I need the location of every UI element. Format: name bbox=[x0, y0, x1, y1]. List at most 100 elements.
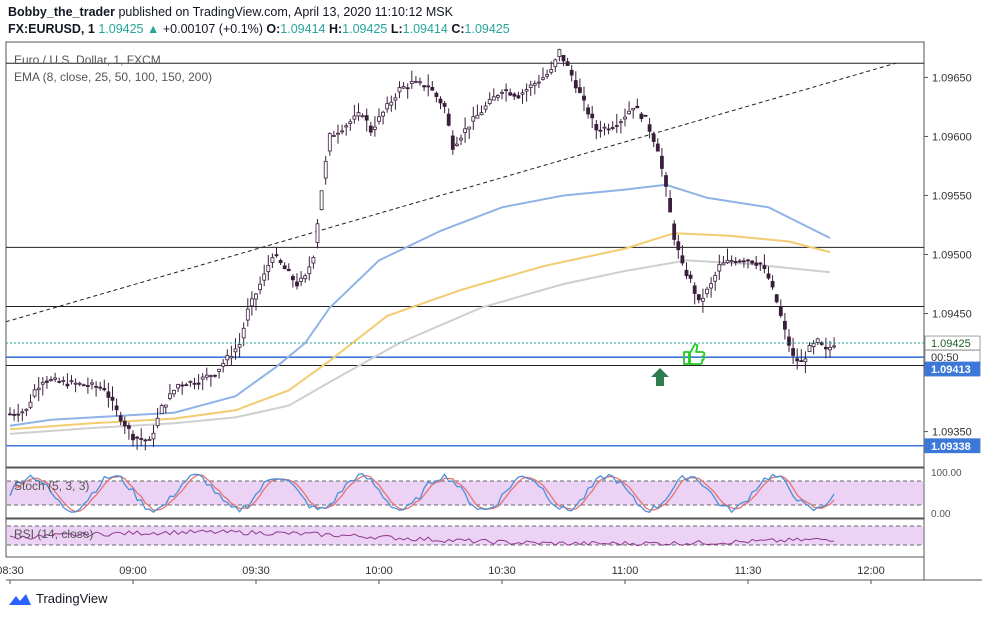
ema-legend[interactable]: EMA (8, close, 25, 50, 100, 150, 200) bbox=[14, 70, 212, 84]
candle-body bbox=[733, 261, 738, 263]
candle-body bbox=[582, 95, 586, 101]
candle-body bbox=[479, 112, 484, 116]
candle-body bbox=[118, 415, 123, 422]
candle-body bbox=[442, 103, 447, 107]
candle-body bbox=[249, 298, 254, 307]
close-value: 1.09425 bbox=[464, 22, 510, 36]
candle-body bbox=[16, 413, 21, 416]
candle-body bbox=[516, 95, 521, 99]
candle-body bbox=[651, 134, 656, 142]
ema-blue[interactable] bbox=[9, 183, 831, 427]
chart-title: Euro / U.S. Dollar, 1, FXCM bbox=[14, 53, 161, 67]
candle-body bbox=[610, 127, 615, 129]
candle-body bbox=[737, 260, 742, 263]
candle-body bbox=[729, 260, 734, 263]
candle-body bbox=[471, 116, 476, 122]
candle-body bbox=[393, 97, 398, 101]
candle-body bbox=[348, 121, 353, 124]
candle-body bbox=[713, 274, 718, 282]
candle-body bbox=[364, 115, 369, 121]
candle-body bbox=[545, 74, 549, 77]
stoch-d-line[interactable] bbox=[9, 474, 835, 513]
rsi-line[interactable] bbox=[9, 529, 835, 547]
candle-body bbox=[381, 111, 386, 117]
time-tick-label: 08:30 bbox=[0, 565, 24, 577]
candle-body bbox=[81, 384, 86, 387]
candle-body bbox=[331, 135, 336, 137]
candle-body bbox=[500, 91, 504, 94]
candle-body bbox=[742, 260, 746, 263]
candle-body bbox=[549, 69, 554, 73]
candle-body bbox=[167, 393, 172, 399]
candle-body bbox=[311, 257, 316, 264]
candle-body bbox=[676, 241, 681, 251]
candle-body bbox=[213, 374, 217, 377]
brand[interactable]: TradingView bbox=[8, 591, 108, 606]
candle-body bbox=[520, 92, 525, 95]
candle-body bbox=[762, 265, 767, 270]
last-price: 1.09425 bbox=[98, 22, 144, 36]
candle-body bbox=[8, 413, 12, 416]
candle-body bbox=[200, 376, 205, 380]
candle-body bbox=[163, 404, 168, 408]
candle-body bbox=[61, 380, 66, 382]
candle-body bbox=[204, 374, 209, 378]
candle-body bbox=[176, 384, 181, 389]
candle-body bbox=[409, 81, 414, 85]
rsi-legend[interactable]: RSI (14, close) bbox=[14, 527, 93, 541]
candle-body bbox=[77, 382, 82, 385]
time-tick-label: 11:00 bbox=[612, 565, 639, 577]
candle-body bbox=[94, 385, 98, 388]
candle-body bbox=[565, 61, 570, 66]
tradingview-logo-icon bbox=[9, 593, 31, 605]
candle-body bbox=[647, 124, 652, 132]
candle-body bbox=[758, 262, 763, 265]
stoch-legend[interactable]: Stoch (5, 3, 3) bbox=[14, 479, 89, 493]
price-label-blue: 1.09338 bbox=[924, 438, 981, 454]
candle-body bbox=[828, 346, 832, 351]
candle-body bbox=[553, 59, 558, 68]
candle-body bbox=[237, 344, 242, 348]
time-tick-label: 10:00 bbox=[365, 565, 393, 577]
candle-body bbox=[192, 382, 197, 385]
candle-body bbox=[454, 143, 459, 146]
ema-yellow[interactable] bbox=[9, 232, 831, 431]
candle-body bbox=[188, 380, 193, 383]
price-pane[interactable] bbox=[5, 41, 925, 468]
candle-body bbox=[459, 137, 463, 141]
candle-body bbox=[307, 266, 312, 275]
candle-body bbox=[832, 345, 836, 348]
candle-body bbox=[766, 273, 771, 279]
ema-gray[interactable] bbox=[9, 259, 831, 435]
candle-body bbox=[389, 101, 394, 106]
candle-body bbox=[102, 388, 107, 391]
candle-body bbox=[614, 125, 619, 127]
candle-body bbox=[627, 110, 631, 115]
candle-body bbox=[754, 262, 759, 266]
candle-body bbox=[385, 103, 390, 110]
candle-body bbox=[196, 382, 201, 385]
open-label: O: bbox=[266, 22, 281, 36]
price-tick-label: 1.09650 bbox=[932, 72, 972, 84]
candle-body bbox=[151, 432, 156, 440]
author-name[interactable]: Bobby_the_trader bbox=[8, 5, 115, 19]
candle-body bbox=[770, 280, 775, 288]
candle-body bbox=[787, 336, 791, 346]
candle-body bbox=[28, 401, 33, 408]
candle-body bbox=[602, 126, 607, 129]
change-value: +0.00107 (+0.1%) bbox=[162, 22, 263, 36]
trendline[interactable] bbox=[5, 62, 896, 323]
candle-body bbox=[619, 121, 623, 124]
candle-body bbox=[655, 143, 660, 152]
candle-body bbox=[270, 257, 275, 263]
candle-body bbox=[606, 128, 611, 131]
candle-body bbox=[208, 375, 213, 378]
candle-body bbox=[446, 113, 451, 126]
candle-body bbox=[643, 114, 648, 117]
thumbs-up-icon[interactable] bbox=[683, 343, 706, 365]
stoch-k-line[interactable] bbox=[9, 473, 835, 514]
price-tick-label: 1.09350 bbox=[932, 427, 972, 439]
up-arrow-icon[interactable] bbox=[651, 368, 669, 386]
candle-body bbox=[110, 396, 115, 401]
